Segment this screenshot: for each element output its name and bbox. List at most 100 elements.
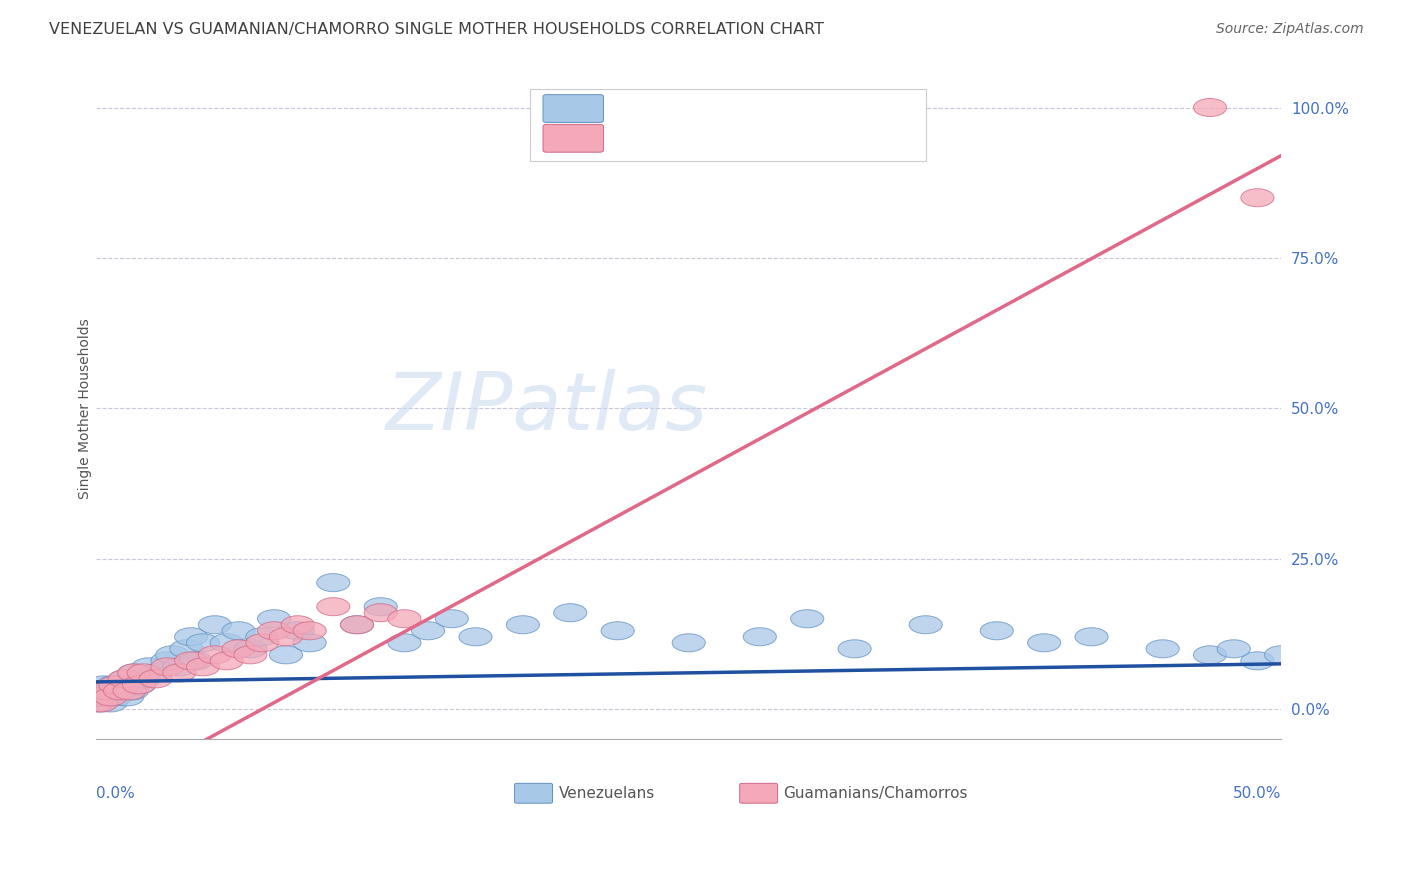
Ellipse shape xyxy=(97,676,129,694)
Ellipse shape xyxy=(554,604,586,622)
Ellipse shape xyxy=(98,676,132,694)
Ellipse shape xyxy=(233,646,267,664)
Ellipse shape xyxy=(139,664,172,681)
Ellipse shape xyxy=(412,622,444,640)
Ellipse shape xyxy=(233,640,267,657)
Ellipse shape xyxy=(910,615,942,633)
Ellipse shape xyxy=(209,652,243,670)
Ellipse shape xyxy=(458,628,492,646)
Ellipse shape xyxy=(84,694,118,712)
Ellipse shape xyxy=(89,681,122,700)
Ellipse shape xyxy=(198,615,232,633)
FancyBboxPatch shape xyxy=(530,89,925,161)
Ellipse shape xyxy=(174,652,208,670)
Ellipse shape xyxy=(118,664,150,681)
Ellipse shape xyxy=(112,676,146,694)
Text: R = 0.916: R = 0.916 xyxy=(616,129,713,147)
Ellipse shape xyxy=(246,633,278,652)
Ellipse shape xyxy=(790,610,824,628)
Ellipse shape xyxy=(980,622,1014,640)
Text: N = 60: N = 60 xyxy=(778,100,845,118)
Ellipse shape xyxy=(257,610,291,628)
Text: ZIPatlas: ZIPatlas xyxy=(385,369,707,447)
Ellipse shape xyxy=(104,676,136,694)
Ellipse shape xyxy=(98,688,132,706)
Ellipse shape xyxy=(1264,646,1298,664)
Ellipse shape xyxy=(170,640,202,657)
Ellipse shape xyxy=(292,633,326,652)
Ellipse shape xyxy=(388,610,420,628)
Ellipse shape xyxy=(150,657,184,676)
Ellipse shape xyxy=(91,681,125,700)
Text: Guamanians/Chamorros: Guamanians/Chamorros xyxy=(783,786,967,801)
Ellipse shape xyxy=(838,640,872,657)
Text: N = 32: N = 32 xyxy=(778,129,845,147)
Ellipse shape xyxy=(209,633,243,652)
Text: Source: ZipAtlas.com: Source: ZipAtlas.com xyxy=(1216,22,1364,37)
Ellipse shape xyxy=(744,628,776,646)
Ellipse shape xyxy=(1218,640,1250,657)
Ellipse shape xyxy=(222,622,254,640)
Y-axis label: Single Mother Households: Single Mother Households xyxy=(79,318,93,499)
Ellipse shape xyxy=(156,646,188,664)
Ellipse shape xyxy=(82,688,115,706)
Ellipse shape xyxy=(270,646,302,664)
FancyBboxPatch shape xyxy=(740,783,778,803)
Ellipse shape xyxy=(1194,646,1226,664)
Ellipse shape xyxy=(127,670,160,688)
Ellipse shape xyxy=(89,688,122,706)
Ellipse shape xyxy=(246,628,278,646)
Ellipse shape xyxy=(316,598,350,615)
Ellipse shape xyxy=(364,598,398,615)
Ellipse shape xyxy=(1076,628,1108,646)
Ellipse shape xyxy=(80,688,112,706)
Ellipse shape xyxy=(340,615,374,633)
Ellipse shape xyxy=(111,688,143,706)
Ellipse shape xyxy=(364,604,398,622)
Ellipse shape xyxy=(87,676,120,694)
Ellipse shape xyxy=(122,676,156,694)
Ellipse shape xyxy=(1028,633,1060,652)
Ellipse shape xyxy=(84,694,118,712)
Ellipse shape xyxy=(94,688,127,706)
Ellipse shape xyxy=(602,622,634,640)
Ellipse shape xyxy=(180,652,212,670)
Ellipse shape xyxy=(281,622,315,640)
Ellipse shape xyxy=(222,640,254,657)
Ellipse shape xyxy=(672,633,706,652)
Ellipse shape xyxy=(112,681,146,700)
Ellipse shape xyxy=(104,681,136,700)
FancyBboxPatch shape xyxy=(543,124,603,153)
Ellipse shape xyxy=(187,657,219,676)
Ellipse shape xyxy=(101,681,135,700)
Text: R =  0.113: R = 0.113 xyxy=(616,100,720,118)
Ellipse shape xyxy=(1146,640,1180,657)
Ellipse shape xyxy=(316,574,350,591)
Ellipse shape xyxy=(1241,652,1274,670)
Text: 0.0%: 0.0% xyxy=(97,786,135,801)
Ellipse shape xyxy=(163,664,195,681)
Ellipse shape xyxy=(80,694,112,712)
Ellipse shape xyxy=(163,657,195,676)
Ellipse shape xyxy=(270,628,302,646)
Ellipse shape xyxy=(281,615,315,633)
Ellipse shape xyxy=(506,615,540,633)
Ellipse shape xyxy=(292,622,326,640)
Text: 50.0%: 50.0% xyxy=(1233,786,1281,801)
Text: VENEZUELAN VS GUAMANIAN/CHAMORRO SINGLE MOTHER HOUSEHOLDS CORRELATION CHART: VENEZUELAN VS GUAMANIAN/CHAMORRO SINGLE … xyxy=(49,22,824,37)
Ellipse shape xyxy=(94,694,127,712)
Ellipse shape xyxy=(150,652,184,670)
Ellipse shape xyxy=(118,664,150,681)
Ellipse shape xyxy=(127,664,160,681)
Ellipse shape xyxy=(139,670,172,688)
Ellipse shape xyxy=(388,633,420,652)
Ellipse shape xyxy=(174,628,208,646)
Ellipse shape xyxy=(122,676,156,694)
Text: Venezuelans: Venezuelans xyxy=(558,786,655,801)
Ellipse shape xyxy=(1241,189,1274,207)
Ellipse shape xyxy=(105,681,139,700)
Ellipse shape xyxy=(340,615,374,633)
Ellipse shape xyxy=(198,646,232,664)
Ellipse shape xyxy=(257,622,291,640)
Ellipse shape xyxy=(115,681,149,700)
